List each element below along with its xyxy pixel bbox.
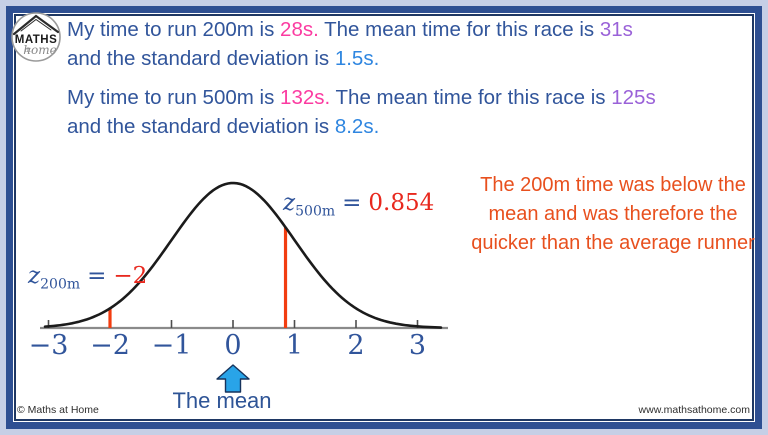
problem-statement-200m: My time to run 200m is 28s. The mean tim… [67,15,767,73]
z-500m-subscript: 500m [295,203,336,220]
z-500m-variable: z [283,190,296,216]
x-axis-labels: −3 −2 −1 0 1 2 3 [18,330,460,366]
logo-home-text: home [23,43,56,57]
text-200m-2: The mean time for this race is [318,18,600,41]
z-marker-lines [108,227,288,328]
z-500m-label: z500m = 0.854 [283,190,434,220]
website-text: www.mathsathome.com [638,404,750,416]
logo-maths-text: MATHS [15,34,58,46]
text-500m-1: My time to run 500m is [67,86,281,109]
z-200m-variable: z [28,263,41,289]
equals-sign: = [342,190,362,216]
z-200m-subscript: 200m [40,276,81,293]
problem-statement-500m: My time to run 500m is 132s. The mean ti… [67,83,767,141]
z-200m-value: −2 [113,263,148,289]
text-200m-3: and the standard deviation is [67,47,335,70]
text-500m-2: The mean time for this race is [330,86,612,109]
z-500m-value: 0.854 [368,190,435,216]
bell-curve [43,181,443,329]
time-500m-value: 132s. [280,86,331,109]
mean-500m-value: 125s [611,86,656,109]
z-200m-label: z200m = −2 [28,263,147,293]
x-axis-label: −2 [90,330,130,361]
x-axis-label: 1 [285,330,304,361]
text-500m-3: and the standard deviation is [67,115,335,138]
x-axis-label: −3 [28,330,69,361]
maths-at-home-logo: MATHS at home [9,9,63,68]
logo-at-text: at [25,47,32,54]
copyright-text: © Maths at Home [17,404,99,416]
house-roof-icon: MATHS at home [11,12,61,62]
x-axis-ticks [47,320,419,328]
mean-label: The mean [172,388,272,413]
x-axis-label: −1 [151,330,192,361]
x-axis-label: 0 [224,330,242,361]
normal-distribution-chart [40,181,448,330]
conclusion-text: The 200m time was below the mean and was… [471,174,755,254]
sd-200m-value: 1.5s. [334,47,380,70]
text-200m-1: My time to run 200m is [67,18,281,41]
x-axis-label: 3 [408,330,427,361]
mean-200m-value: 31s [599,18,633,41]
time-200m-value: 28s. [280,18,319,41]
sd-500m-value: 8.2s. [334,115,380,138]
x-axis-label: 2 [347,330,365,361]
equals-sign: = [87,263,107,289]
mean-arrow-icon [216,364,250,393]
